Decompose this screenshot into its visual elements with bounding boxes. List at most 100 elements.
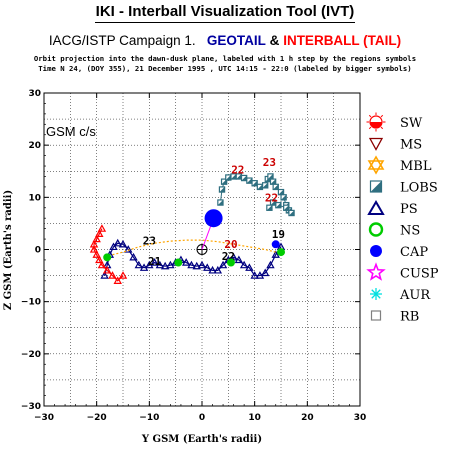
marker-lobs-track-fill xyxy=(262,182,268,188)
sw-icon-ray xyxy=(380,114,384,118)
marker-geotail xyxy=(100,271,109,279)
marker-geotail xyxy=(113,238,122,247)
interball-label: INTERBALL (TAIL) xyxy=(283,33,402,48)
legend: SW MS MBL LOBS PS NS CAP CUSP AUR RB xyxy=(366,112,439,325)
marker-interball-tail- xyxy=(97,224,107,232)
legend-item-mbl: MBL xyxy=(367,155,432,175)
sw-icon-ring xyxy=(369,115,383,129)
marker-geotail xyxy=(197,260,207,269)
legend-item-aur: AUR xyxy=(370,288,431,303)
legend-item-cap: CAP xyxy=(370,245,428,260)
marker-ns xyxy=(226,258,235,267)
y-tick-label: 30 xyxy=(28,89,41,99)
marker-cap xyxy=(271,240,280,249)
ns-icon xyxy=(368,222,384,237)
marker-lobs-track-fill xyxy=(246,178,252,184)
legend-label: CUSP xyxy=(400,267,439,282)
cusp-icon xyxy=(366,262,386,281)
marker-geotail xyxy=(203,263,212,271)
x-tick-label: 0 xyxy=(199,413,205,423)
title-underline xyxy=(95,22,355,23)
info-line-2: Time N 24, (DOY 355), 21 December 1995 ,… xyxy=(38,64,412,73)
info-line-1: Orbit projection into the dawn-dusk plan… xyxy=(33,54,417,63)
marker-ns xyxy=(277,248,285,257)
marker-lobs-track-fill xyxy=(273,184,279,190)
marker-lobs-track-fill xyxy=(252,180,258,186)
marker-geotail xyxy=(266,260,275,269)
sw-icon xyxy=(370,122,382,128)
marker-geotail xyxy=(134,260,144,269)
legend-label: MBL xyxy=(400,159,432,174)
marker-geotail xyxy=(129,252,138,261)
marker-lobs-track-fill xyxy=(257,184,263,190)
y-tick-label: 20 xyxy=(28,141,41,151)
x-axis-label: Y GSM (Earth's radii) xyxy=(141,434,262,445)
ms-icon xyxy=(368,137,384,151)
marker-lobs-track-fill xyxy=(225,174,231,181)
legend-item-rb: RB xyxy=(370,310,419,325)
x-tick-label: 30 xyxy=(354,413,367,423)
marker-geotail xyxy=(218,260,228,269)
legend-label: MS xyxy=(400,138,422,153)
ampersand: & xyxy=(269,33,280,48)
campaign-prefix: IACG/ISTP Campaign 1. xyxy=(48,33,196,48)
mbl-icon xyxy=(367,155,385,170)
hour-label: 22 xyxy=(265,192,278,205)
marker-geotail xyxy=(213,265,223,274)
marker-interball-tail- xyxy=(89,245,99,253)
marker-geotail xyxy=(245,263,254,271)
x-tick-label: 20 xyxy=(301,413,314,423)
legend-label: AUR xyxy=(399,288,431,303)
x-tick-label: −20 xyxy=(87,413,107,423)
marker-interball-tail- xyxy=(97,260,107,269)
legend-label: NS xyxy=(400,224,420,239)
legend-label: SW xyxy=(400,116,423,131)
y-tick-label: −10 xyxy=(21,298,41,308)
y-tick-label: 0 xyxy=(35,246,41,256)
cap-icon xyxy=(370,245,382,257)
marker-geotail xyxy=(124,245,133,253)
legend-item-ns: NS xyxy=(368,222,420,239)
marker-interball-tail- xyxy=(95,229,104,238)
marker-geotail xyxy=(181,258,191,266)
marker-geotail xyxy=(260,268,270,277)
marker-geotail xyxy=(208,265,217,274)
legend-label: LOBS xyxy=(400,181,438,196)
marker-geotail xyxy=(155,260,165,269)
marker-interball-tail- xyxy=(113,276,122,284)
marker-geotail xyxy=(150,258,159,266)
marker-lobs-track-fill xyxy=(241,175,247,181)
frame-label: GSM c/s xyxy=(46,124,96,139)
marker-interball-tail- xyxy=(108,271,117,279)
marker-geotail xyxy=(239,260,249,269)
sw-icon-ray xyxy=(380,126,384,130)
hour-label: 21 xyxy=(148,255,162,268)
legend-item-ms: MS xyxy=(368,137,422,153)
hour-label: 20 xyxy=(224,238,237,251)
marker-geotail xyxy=(234,255,244,264)
axes: −30 −20 −10 0 10 20 30 −30 −20 −10 0 10 20 30 xyxy=(21,89,366,423)
marker-lobs-track-fill xyxy=(217,199,224,206)
y-axis-label: Z GSM (Earth's radii) xyxy=(3,190,14,310)
legend-label: CAP xyxy=(400,245,428,260)
lobs-icon-fill xyxy=(370,181,382,192)
y-tick-label: −20 xyxy=(21,350,41,360)
marker-interball-tail- xyxy=(118,271,128,279)
marker-lobs-track-fill xyxy=(278,189,284,195)
marker-interball-tail- xyxy=(92,250,101,258)
marker-lobs-track-fill xyxy=(231,173,237,180)
marker-ns xyxy=(174,258,183,267)
mbl-icon-b xyxy=(367,160,385,175)
marker-geotail xyxy=(118,239,128,248)
marker-lobs-track-fill xyxy=(267,173,274,180)
legend-item-ps: PS xyxy=(367,200,418,217)
marker-lobs-track-fill xyxy=(283,205,289,211)
marker-lobs-track-fill xyxy=(236,173,242,180)
hour-label: 23 xyxy=(263,156,276,169)
marker-lobs-track-fill xyxy=(221,179,227,185)
marker-geotail xyxy=(271,250,280,258)
marker-lobs-track-fill xyxy=(270,199,276,206)
legend-item-cusp: CUSP xyxy=(366,262,439,282)
